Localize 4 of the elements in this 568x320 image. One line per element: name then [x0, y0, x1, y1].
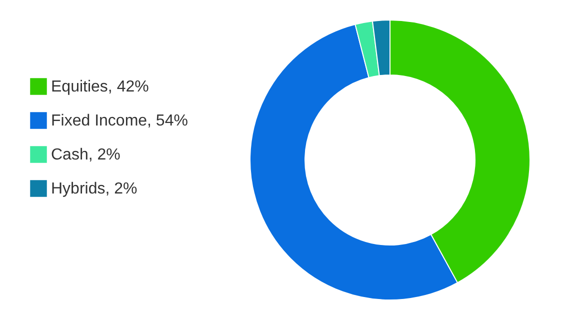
legend-label: Equities, 42%	[51, 78, 149, 96]
legend-label: Cash, 2%	[51, 146, 120, 164]
legend-label: Fixed Income, 54%	[51, 112, 188, 130]
legend-label: Hybrids, 2%	[51, 180, 138, 198]
